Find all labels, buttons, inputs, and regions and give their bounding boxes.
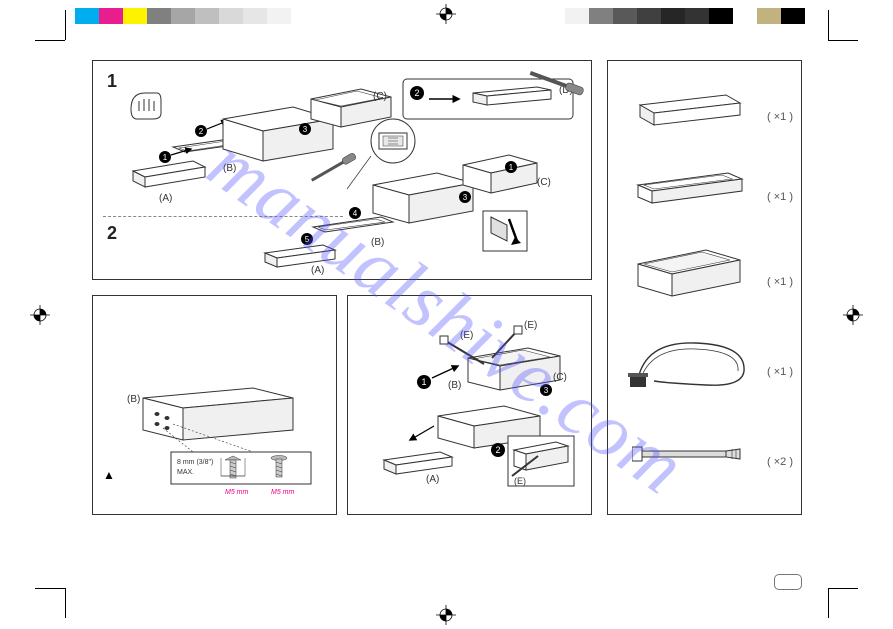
part-trimring-icon xyxy=(636,171,746,215)
registration-mark-top xyxy=(436,4,456,24)
part-harness-icon xyxy=(626,331,756,401)
swatch xyxy=(685,8,709,24)
svg-text:(C): (C) xyxy=(537,177,551,188)
svg-text:(C): (C) xyxy=(553,372,567,383)
swatch xyxy=(781,8,805,24)
svg-text:M5 mm: M5 mm xyxy=(225,489,249,496)
screw-spec-illustration: (B) 8 mm (3/8") MAX. xyxy=(93,296,338,516)
svg-text:(E): (E) xyxy=(460,330,473,341)
swatch xyxy=(171,8,195,24)
removal-illustration: (C) (E) (E) 1 (B) 3 xyxy=(348,296,593,516)
installation-diagram-panel: 1 2 (A) (B) 1 xyxy=(92,60,592,280)
swatch xyxy=(709,8,733,24)
svg-text:4: 4 xyxy=(353,209,358,218)
install-steps-illustration: (A) (B) 1 2 3 xyxy=(93,61,593,281)
swatch xyxy=(757,8,781,24)
part-qty: ( ×1 ) xyxy=(767,191,793,203)
crop-mark xyxy=(828,588,829,618)
svg-text:(A): (A) xyxy=(159,193,172,204)
swatch xyxy=(195,8,219,24)
removal-diagram-panel: (C) (E) (E) 1 (B) 3 xyxy=(347,295,592,515)
swatch xyxy=(733,8,757,24)
svg-text:(E): (E) xyxy=(514,476,526,486)
swatch xyxy=(637,8,661,24)
color-swatch-strip-left xyxy=(75,8,315,24)
svg-text:1: 1 xyxy=(509,163,514,172)
swatch xyxy=(661,8,685,24)
swatch xyxy=(99,8,123,24)
svg-text:M5 mm: M5 mm xyxy=(271,489,295,496)
screw-spec-panel: ▲ (B) 8 mm (3/8") MAX. xyxy=(92,295,337,515)
crop-mark xyxy=(828,588,858,589)
svg-text:1: 1 xyxy=(163,153,168,162)
crop-mark xyxy=(35,40,65,41)
svg-text:2: 2 xyxy=(414,88,419,98)
part-qty: ( ×1 ) xyxy=(767,111,793,123)
swatch xyxy=(147,8,171,24)
svg-text:(B): (B) xyxy=(127,394,140,405)
swatch xyxy=(589,8,613,24)
svg-text:5: 5 xyxy=(305,235,310,244)
page-content: 1 2 (A) (B) 1 xyxy=(92,60,802,560)
part-qty: ( ×2 ) xyxy=(767,456,793,468)
crop-mark xyxy=(65,10,66,40)
svg-text:(C): (C) xyxy=(373,91,387,102)
svg-text:(A): (A) xyxy=(311,265,324,276)
page-number-badge xyxy=(774,574,802,590)
parts-list-panel: ( ×1 ) ( ×1 ) ( ×1 ) ( ×1 ) xyxy=(607,60,802,515)
svg-text:(B): (B) xyxy=(223,163,236,174)
swatch xyxy=(267,8,291,24)
svg-text:(A): (A) xyxy=(426,474,439,485)
part-qty: ( ×1 ) xyxy=(767,366,793,378)
svg-text:3: 3 xyxy=(303,125,308,134)
swatch xyxy=(613,8,637,24)
registration-mark-right xyxy=(843,305,863,325)
svg-text:2: 2 xyxy=(495,445,500,455)
screw-max-label: 8 mm (3/8") xyxy=(177,459,213,466)
swatch xyxy=(291,8,315,24)
crop-mark xyxy=(35,588,65,589)
svg-text:(B): (B) xyxy=(371,237,384,248)
part-removalkey-icon xyxy=(632,441,752,481)
part-sleeve-icon xyxy=(636,246,746,306)
swatch xyxy=(75,8,99,24)
svg-text:MAX.: MAX. xyxy=(177,469,194,476)
swatch xyxy=(219,8,243,24)
registration-mark-left xyxy=(30,305,50,325)
svg-text:2: 2 xyxy=(199,127,204,136)
svg-text:(E): (E) xyxy=(524,320,537,331)
part-faceplate-icon xyxy=(636,91,746,139)
svg-text:(B): (B) xyxy=(448,380,461,391)
registration-mark-bottom xyxy=(436,605,456,625)
svg-text:1: 1 xyxy=(421,377,426,387)
crop-mark xyxy=(828,10,829,40)
svg-text:3: 3 xyxy=(544,386,549,395)
swatch xyxy=(565,8,589,24)
swatch xyxy=(123,8,147,24)
svg-text:3: 3 xyxy=(463,193,468,202)
crop-mark xyxy=(65,588,66,618)
crop-mark xyxy=(828,40,858,41)
part-qty: ( ×1 ) xyxy=(767,276,793,288)
color-swatch-strip-right xyxy=(565,8,805,24)
swatch xyxy=(243,8,267,24)
